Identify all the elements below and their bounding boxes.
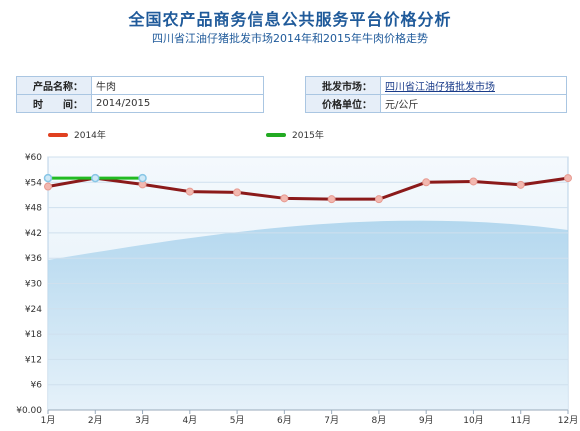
info-table-right: 批发市场： 四川省江油仔猪批发市场 价格单位： 元/公斤	[305, 76, 567, 113]
market-link[interactable]: 四川省江油仔猪批发市场	[385, 82, 495, 93]
data-point-0	[374, 195, 383, 204]
y-tick-label: ¥36	[25, 254, 42, 264]
product-name-value: 牛肉	[91, 76, 264, 95]
data-point-0	[233, 188, 242, 197]
y-tick-label: ¥24	[25, 305, 42, 315]
y-tick-label: ¥6	[31, 381, 43, 391]
legend-swatch	[266, 133, 286, 137]
series-line-0	[47, 176, 569, 201]
x-tick-label: 2月	[88, 415, 103, 426]
y-tick-label: ¥42	[25, 229, 42, 239]
legend-swatch	[48, 133, 68, 137]
legend-label: 2014年	[74, 129, 106, 141]
x-tick-label: 11月	[511, 415, 531, 426]
data-point-1	[91, 173, 100, 183]
x-tick-label: 9月	[419, 415, 434, 426]
y-tick-label: ¥48	[25, 204, 42, 214]
decorative-wave	[48, 220, 568, 410]
y-axis-labels: ¥0.00 ¥6 ¥12 ¥18 ¥24 ¥30 ¥36 ¥42 ¥48 ¥54 ¥60	[16, 153, 42, 416]
y-tick-label: ¥18	[25, 330, 42, 340]
x-tick-label: 12月	[558, 415, 578, 426]
time-value: 2014/2015	[91, 94, 264, 113]
page-title: 全国农产品商务信息公共服务平台价格分析	[128, 10, 452, 29]
y-tick-label: ¥12	[25, 355, 42, 365]
data-point-0	[469, 177, 478, 186]
data-point-0	[185, 187, 194, 196]
data-point-0	[422, 178, 431, 187]
x-tick-label: 4月	[182, 415, 197, 426]
product-name-label: 产品名称：	[16, 76, 92, 95]
y-tick-label: ¥60	[25, 153, 42, 163]
series-lines	[43, 173, 572, 204]
x-tick-label: 3月	[135, 415, 150, 426]
time-label: 时 间：	[16, 94, 92, 113]
legend: 2014年 2015年	[48, 129, 324, 141]
data-point-0	[280, 194, 289, 203]
info-table-left: 产品名称： 牛肉 时 间： 2014/2015	[16, 76, 264, 113]
y-tick-label: ¥0.00	[16, 406, 42, 416]
x-tick-label: 8月	[372, 415, 387, 426]
x-tick-label: 6月	[277, 415, 292, 426]
data-point-1	[138, 173, 147, 183]
unit-value: 元/公斤	[380, 94, 567, 113]
x-tick-label: 1月	[41, 415, 56, 426]
y-tick-label: ¥30	[25, 280, 42, 290]
data-point-0	[516, 180, 525, 189]
data-point-1	[43, 173, 53, 183]
market-label: 批发市场：	[305, 76, 381, 95]
legend-label: 2015年	[292, 129, 324, 141]
data-point-0	[327, 195, 336, 204]
unit-label: 价格单位：	[305, 94, 381, 113]
x-tick-label: 7月	[324, 415, 339, 426]
x-tick-label: 5月	[230, 415, 245, 426]
y-tick-label: ¥54	[25, 178, 42, 188]
x-axis-labels: 1月 2月 3月 4月 5月 6月 7月 8月 9月 10月 11月 12月	[41, 415, 579, 426]
data-point-0	[44, 182, 52, 191]
page-subtitle: 四川省江油仔猪批发市场2014年和2015年牛肉价格走势	[152, 32, 428, 45]
data-point-0	[564, 174, 572, 183]
x-tick-label: 10月	[463, 415, 483, 426]
